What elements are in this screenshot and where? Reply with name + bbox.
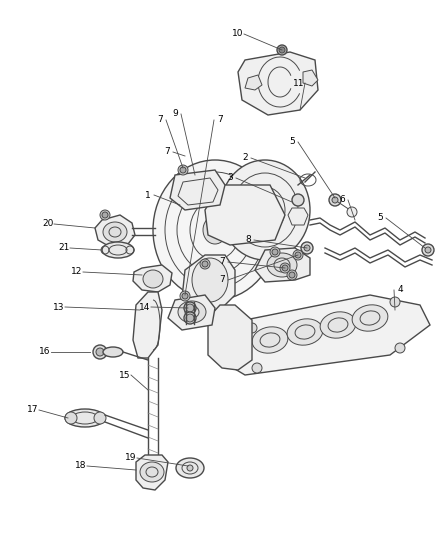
Circle shape [270, 247, 280, 257]
Circle shape [180, 167, 186, 173]
Circle shape [184, 312, 196, 324]
Polygon shape [170, 170, 225, 210]
Text: 11: 11 [293, 78, 305, 87]
Circle shape [247, 323, 257, 333]
Circle shape [93, 345, 107, 359]
Circle shape [102, 212, 108, 218]
Text: 4: 4 [397, 286, 403, 295]
Circle shape [202, 261, 208, 267]
Circle shape [425, 247, 431, 253]
Ellipse shape [153, 160, 277, 300]
Circle shape [347, 207, 357, 217]
Ellipse shape [267, 253, 297, 277]
Text: 7: 7 [217, 116, 223, 125]
Text: 5: 5 [377, 214, 383, 222]
Circle shape [252, 363, 262, 373]
Polygon shape [245, 75, 262, 90]
Circle shape [287, 270, 297, 280]
Text: 1: 1 [145, 190, 151, 199]
Ellipse shape [178, 301, 206, 323]
Ellipse shape [103, 222, 127, 242]
Polygon shape [136, 455, 168, 490]
Text: 7: 7 [164, 148, 170, 157]
Ellipse shape [220, 160, 310, 260]
Polygon shape [133, 265, 172, 292]
Circle shape [304, 245, 310, 251]
Circle shape [100, 210, 110, 220]
Circle shape [65, 412, 77, 424]
Circle shape [277, 45, 287, 55]
Ellipse shape [143, 270, 163, 288]
Ellipse shape [287, 319, 323, 345]
Circle shape [180, 291, 190, 301]
Circle shape [184, 302, 196, 314]
Circle shape [280, 263, 290, 273]
Circle shape [301, 242, 313, 254]
Text: 12: 12 [71, 268, 83, 277]
Text: 7: 7 [157, 116, 163, 125]
Circle shape [295, 252, 301, 258]
Text: 3: 3 [227, 174, 233, 182]
Circle shape [332, 197, 338, 203]
Ellipse shape [252, 327, 288, 353]
Text: 14: 14 [139, 303, 151, 311]
Circle shape [186, 304, 194, 312]
Ellipse shape [65, 409, 105, 427]
Text: 5: 5 [289, 138, 295, 147]
Circle shape [289, 272, 295, 278]
Text: 13: 13 [53, 303, 65, 311]
Text: 7: 7 [219, 276, 225, 285]
Polygon shape [182, 255, 235, 310]
Polygon shape [220, 295, 430, 375]
Polygon shape [133, 292, 162, 358]
Text: 7: 7 [219, 257, 225, 266]
Ellipse shape [203, 216, 227, 244]
Ellipse shape [103, 347, 123, 357]
Text: 2: 2 [242, 154, 248, 163]
Text: 18: 18 [75, 462, 87, 471]
Text: 9: 9 [172, 109, 178, 118]
Text: 15: 15 [119, 370, 131, 379]
Circle shape [282, 265, 288, 271]
Circle shape [279, 47, 285, 53]
Polygon shape [255, 248, 310, 282]
Ellipse shape [140, 462, 164, 482]
Circle shape [200, 259, 210, 269]
Polygon shape [303, 70, 318, 86]
Text: 20: 20 [42, 220, 54, 229]
Text: 10: 10 [232, 29, 244, 38]
Polygon shape [205, 185, 285, 245]
Ellipse shape [176, 458, 204, 478]
Text: 8: 8 [245, 236, 251, 245]
Text: 21: 21 [58, 244, 70, 253]
Polygon shape [288, 208, 308, 225]
Polygon shape [208, 305, 252, 370]
Ellipse shape [352, 305, 388, 331]
Circle shape [390, 297, 400, 307]
Circle shape [395, 343, 405, 353]
Circle shape [292, 194, 304, 206]
Circle shape [329, 194, 341, 206]
Circle shape [94, 412, 106, 424]
Circle shape [186, 314, 194, 322]
Ellipse shape [187, 465, 193, 471]
Ellipse shape [255, 198, 275, 222]
Text: 19: 19 [125, 454, 137, 463]
Circle shape [178, 165, 188, 175]
Ellipse shape [192, 258, 228, 302]
Circle shape [293, 250, 303, 260]
Circle shape [422, 244, 434, 256]
Text: 6: 6 [339, 196, 345, 205]
Circle shape [182, 293, 188, 299]
Polygon shape [238, 52, 318, 115]
Circle shape [272, 249, 278, 255]
Ellipse shape [102, 242, 134, 258]
Polygon shape [168, 295, 215, 330]
Text: 16: 16 [39, 348, 51, 357]
Polygon shape [95, 215, 135, 248]
Ellipse shape [320, 312, 356, 338]
Text: 17: 17 [27, 406, 39, 415]
Circle shape [96, 348, 104, 356]
